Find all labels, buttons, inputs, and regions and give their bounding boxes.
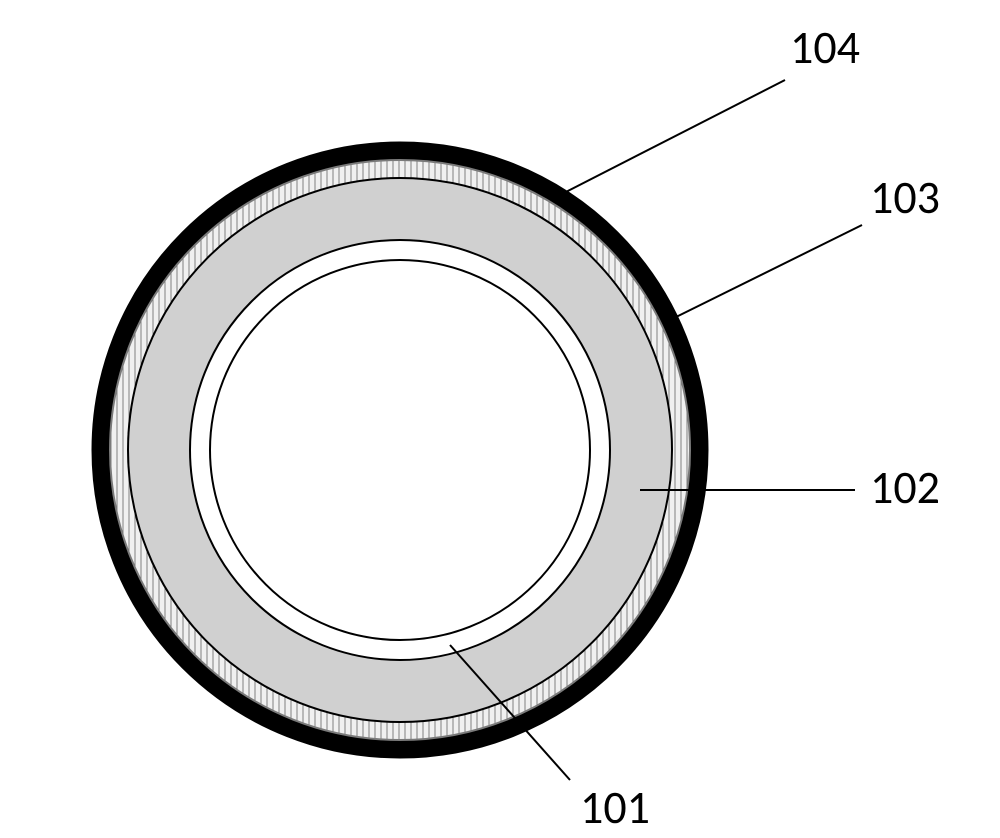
callout-label-103: 103 [870, 170, 940, 226]
callout-label-104: 104 [790, 20, 860, 76]
callout-label-102: 102 [870, 460, 940, 516]
leader-104 [560, 80, 785, 195]
diagram-svg [0, 0, 1000, 833]
diagram-stage: 104 103 102 101 [0, 0, 1000, 833]
leader-103 [670, 225, 862, 320]
callout-label-101: 101 [580, 780, 650, 836]
ring-core [210, 260, 590, 640]
